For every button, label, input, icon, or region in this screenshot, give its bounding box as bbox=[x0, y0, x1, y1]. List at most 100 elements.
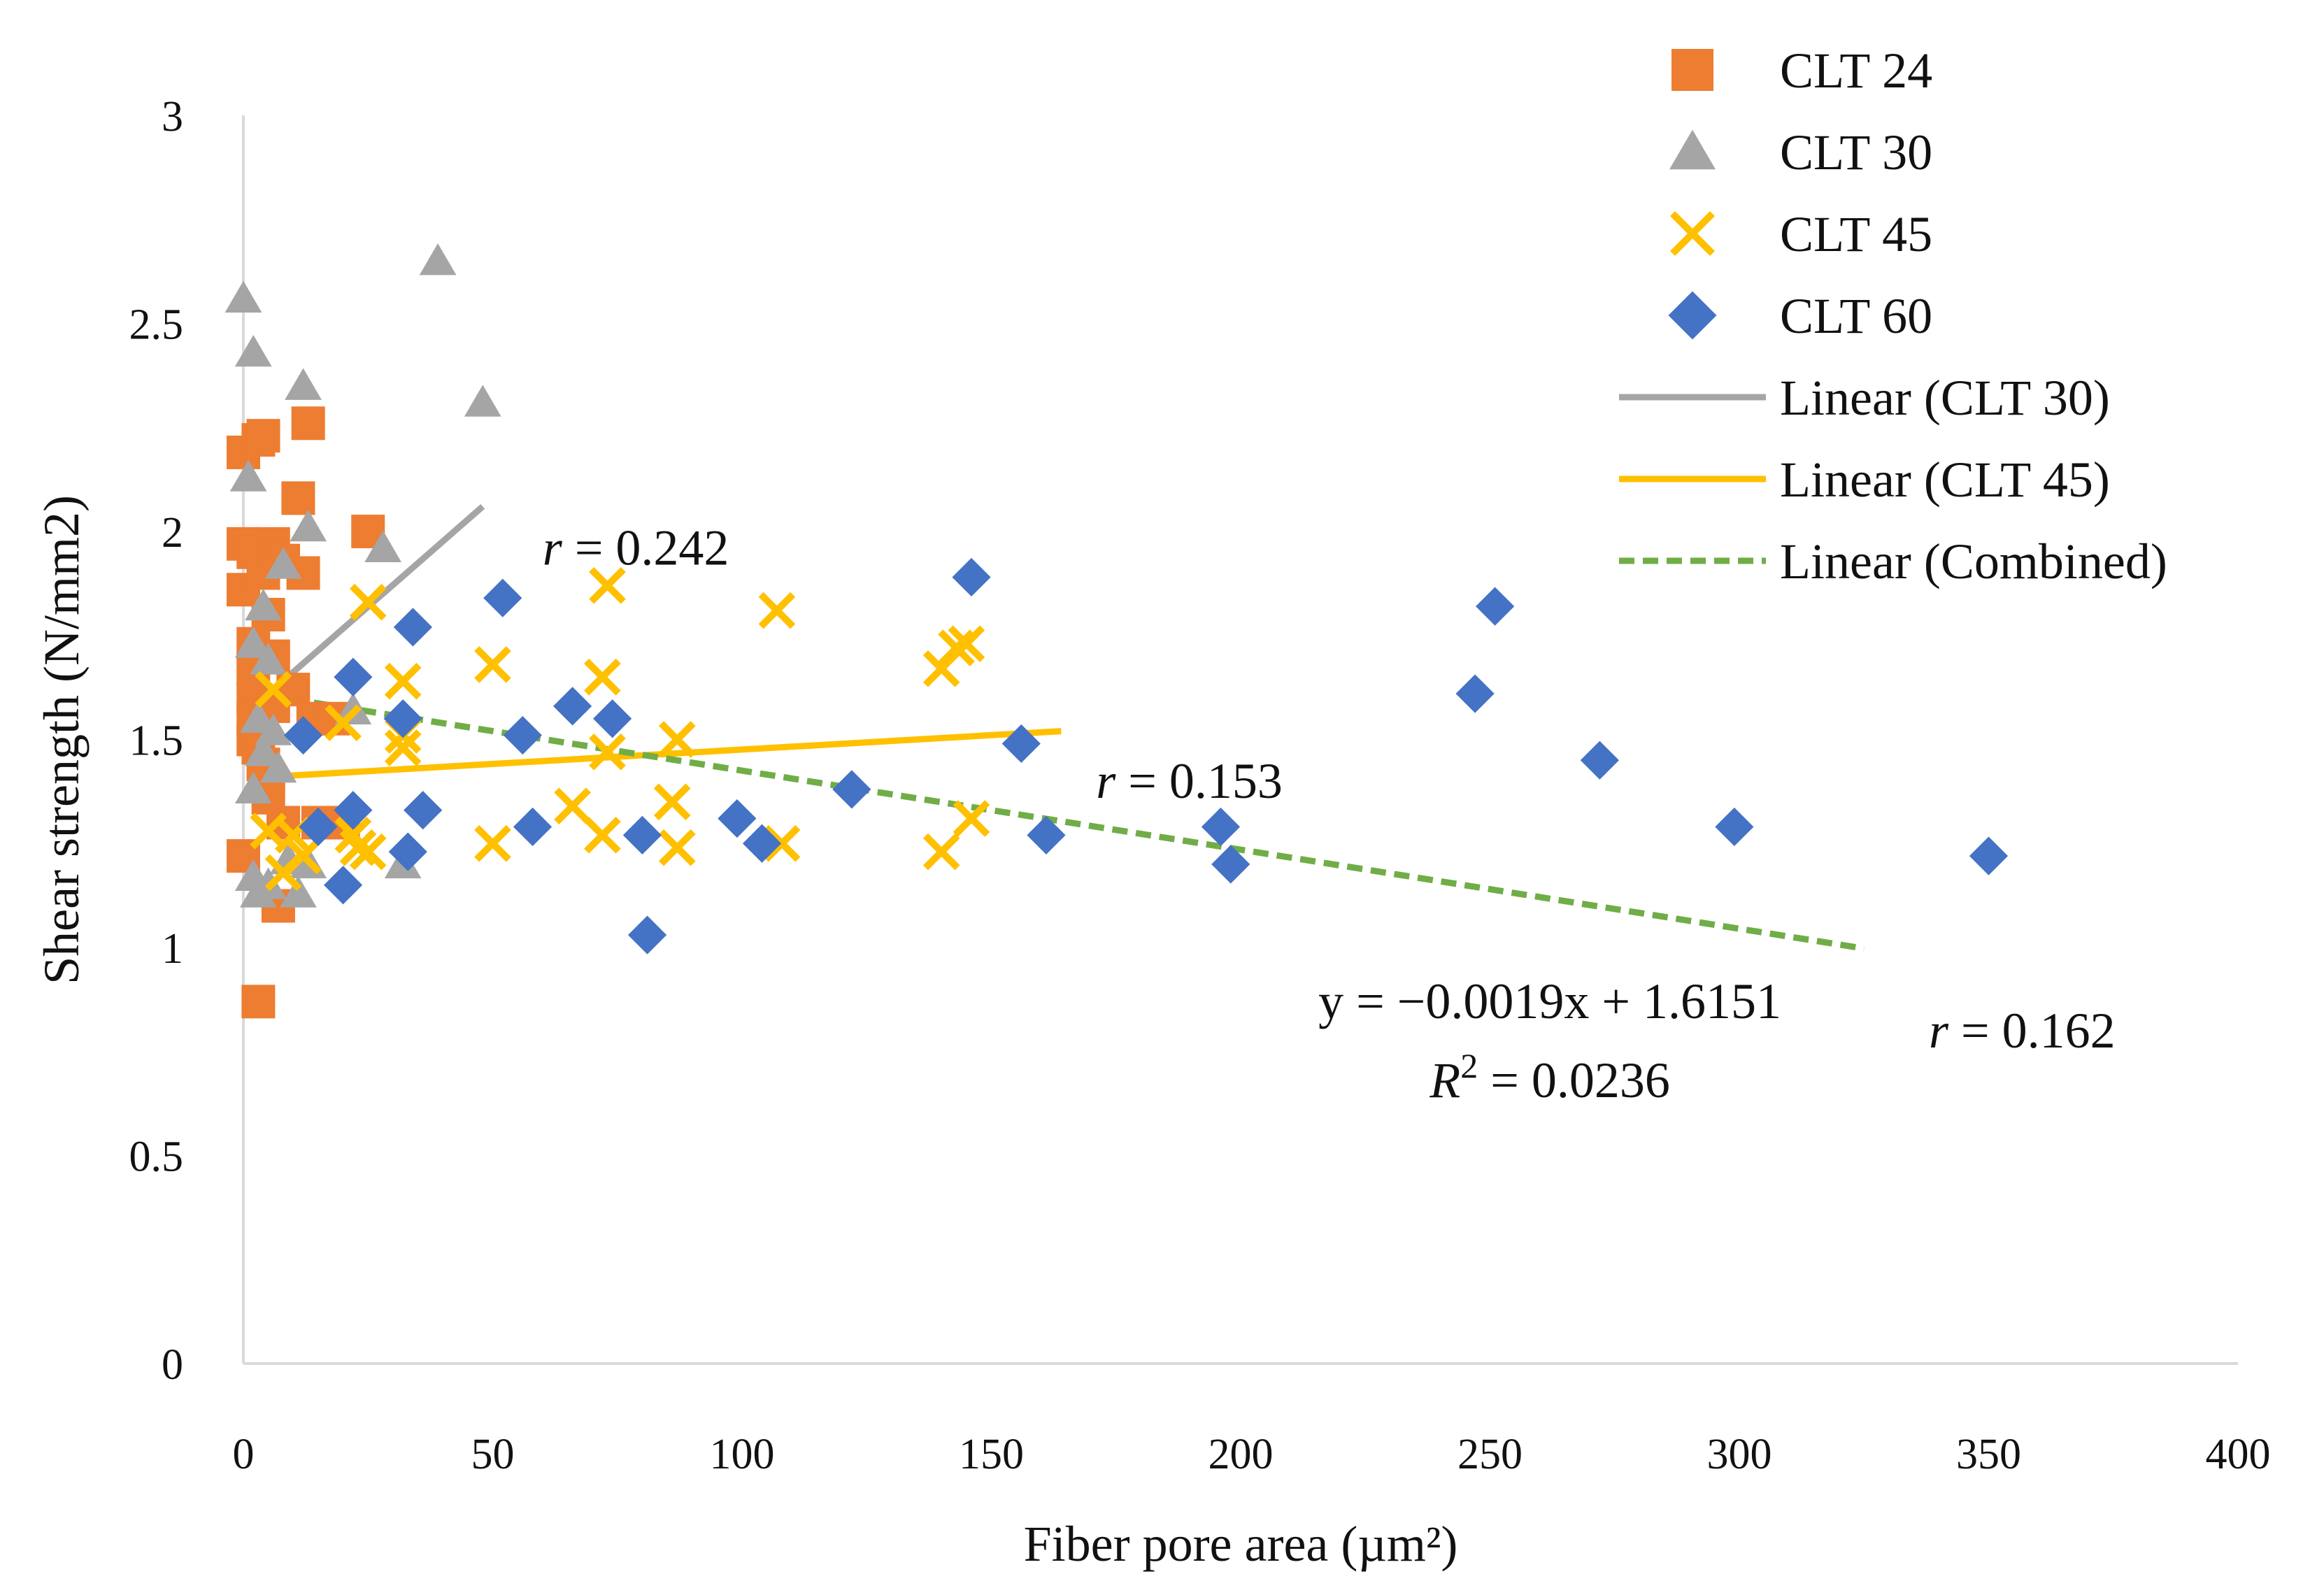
annotation-r-squared: R2 = 0.0236 bbox=[1429, 1046, 1670, 1108]
data-point bbox=[1455, 674, 1495, 713]
legend-swatch bbox=[1669, 129, 1716, 170]
data-point bbox=[1211, 845, 1250, 884]
data-point bbox=[283, 715, 323, 755]
y-tick-label: 0 bbox=[162, 1341, 183, 1389]
x-tick-label: 350 bbox=[1956, 1431, 2021, 1478]
data-point bbox=[1001, 724, 1041, 764]
data-point bbox=[255, 671, 292, 708]
data-point bbox=[419, 243, 457, 276]
data-point bbox=[742, 824, 782, 863]
data-point bbox=[285, 837, 322, 875]
y-tick-label: 3 bbox=[162, 93, 183, 141]
x-tick-label: 250 bbox=[1457, 1431, 1523, 1478]
data-point bbox=[264, 547, 302, 579]
legend-entry: Linear (Combined) bbox=[1619, 534, 2167, 589]
data-point bbox=[349, 583, 387, 621]
data-point bbox=[324, 866, 363, 905]
y-tick-label: 2.5 bbox=[129, 301, 184, 349]
data-point bbox=[763, 824, 801, 862]
data-point bbox=[280, 875, 317, 908]
data-point bbox=[384, 662, 422, 700]
data-point bbox=[245, 588, 282, 621]
y-tick-labels: 0 0.5 1 1.5 2 2.5 3 bbox=[129, 93, 184, 1389]
data-point bbox=[718, 799, 757, 838]
data-point bbox=[349, 833, 387, 871]
data-point bbox=[952, 557, 991, 597]
y-tick-label: 2 bbox=[162, 509, 183, 557]
data-point bbox=[224, 280, 262, 313]
trendline-linear-clt-30 bbox=[271, 503, 485, 692]
x-tick-label: 100 bbox=[710, 1431, 775, 1478]
data-point bbox=[948, 625, 985, 662]
data-point bbox=[334, 791, 373, 830]
x-tick-label: 400 bbox=[2206, 1431, 2271, 1478]
data-point bbox=[593, 699, 632, 738]
x-tick-label: 150 bbox=[959, 1431, 1024, 1478]
x-tick-labels: 0 50 100 150 200 250 300 350 400 bbox=[233, 1431, 2271, 1478]
annotation-r-clt30: r = 0.242 bbox=[543, 520, 729, 576]
data-point bbox=[554, 787, 591, 825]
legend-entry: CLT 60 bbox=[1668, 288, 1932, 344]
data-point bbox=[1969, 836, 2009, 875]
data-point bbox=[758, 592, 796, 629]
data-point bbox=[658, 721, 696, 758]
x-tick-label: 50 bbox=[471, 1431, 515, 1478]
data-point bbox=[922, 833, 960, 871]
data-point bbox=[1580, 741, 1619, 780]
data-point bbox=[339, 829, 377, 866]
series-clt-45 bbox=[250, 567, 990, 892]
data-point bbox=[589, 567, 626, 604]
data-point bbox=[234, 771, 272, 804]
legend-label: Linear (CLT 45) bbox=[1780, 452, 2110, 508]
data-point bbox=[622, 815, 662, 854]
data-point bbox=[299, 807, 338, 847]
data-point bbox=[383, 699, 422, 738]
legend-swatch bbox=[1671, 49, 1713, 91]
annotations: r = 0.242 r = 0.153 r = 0.162 y = −0.0019x … bbox=[543, 520, 2116, 1109]
data-point bbox=[234, 334, 272, 367]
data-point bbox=[290, 509, 327, 542]
legend-label: Linear (Combined) bbox=[1780, 534, 2167, 589]
legend-swatch bbox=[1668, 291, 1717, 340]
data-point bbox=[653, 783, 691, 821]
data-point bbox=[474, 824, 511, 862]
legend-entry: CLT 45 bbox=[1669, 206, 1932, 262]
y-tick-label: 1.5 bbox=[129, 717, 184, 765]
data-points bbox=[224, 243, 2009, 1019]
legend-entry: Linear (CLT 30) bbox=[1619, 370, 2110, 426]
data-point bbox=[325, 704, 362, 742]
data-point bbox=[241, 985, 276, 1019]
x-tick-label: 200 bbox=[1209, 1431, 1274, 1478]
legend-entry: Linear (CLT 45) bbox=[1619, 452, 2110, 508]
legend: CLT 24 CLT 30 CLT 45 CLT 60 Linear (CLT 30) L… bbox=[1619, 43, 2167, 589]
data-point bbox=[474, 646, 511, 683]
data-point bbox=[285, 368, 322, 400]
data-point bbox=[589, 734, 626, 771]
legend-entry: CLT 24 bbox=[1671, 43, 1932, 99]
x-axis-title: Fiber pore area (µm²) bbox=[1024, 1516, 1458, 1572]
legend-swatch bbox=[1669, 210, 1716, 257]
data-point bbox=[503, 715, 542, 755]
y-axis-title: Shear strength (N/mm2) bbox=[34, 495, 90, 985]
data-point bbox=[384, 729, 422, 766]
data-point bbox=[334, 657, 373, 696]
data-point bbox=[658, 829, 696, 866]
data-point bbox=[627, 915, 667, 954]
data-point bbox=[832, 770, 871, 809]
series-clt-60 bbox=[283, 557, 2009, 954]
data-point bbox=[513, 807, 553, 847]
data-point bbox=[953, 800, 990, 837]
data-point bbox=[281, 481, 315, 515]
data-point bbox=[938, 629, 975, 666]
legend-label: Linear (CLT 30) bbox=[1780, 370, 2110, 426]
data-point bbox=[464, 385, 501, 417]
data-point bbox=[246, 419, 280, 453]
y-tick-label: 0.5 bbox=[129, 1133, 184, 1181]
data-point bbox=[234, 626, 272, 658]
data-point bbox=[404, 791, 443, 830]
legend-label: CLT 60 bbox=[1780, 288, 1932, 344]
data-point bbox=[250, 643, 287, 675]
legend-label: CLT 45 bbox=[1780, 206, 1932, 262]
data-point bbox=[1715, 807, 1754, 847]
